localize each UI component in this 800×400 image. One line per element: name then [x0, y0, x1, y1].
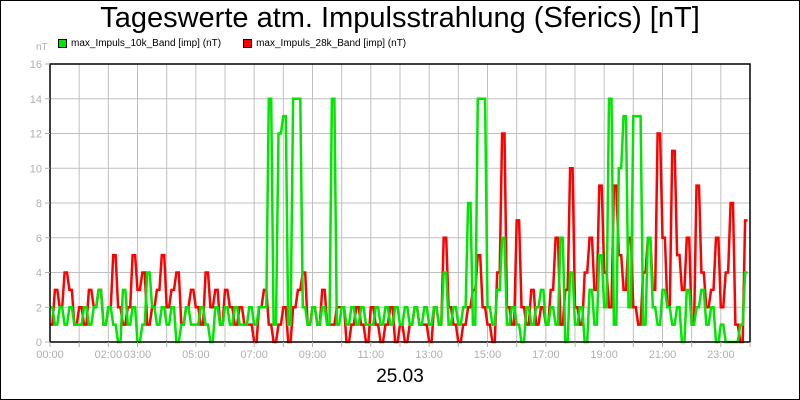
y-tick-label: 2 [36, 302, 42, 314]
y-tick-label: 4 [36, 268, 42, 280]
y-tick-label: 16 [30, 59, 42, 71]
legend-swatch-red [243, 39, 253, 48]
series-line [50, 97, 748, 344]
legend-label-10k: max_Impuls_10k_Band [imp] (nT) [71, 38, 222, 49]
y-tick-label: 0 [36, 337, 42, 349]
x-tick-label: 15:00 [474, 349, 502, 361]
x-tick-label: 23:00 [707, 349, 735, 361]
x-tick-label: 09:00 [299, 349, 327, 361]
legend-swatch-green [58, 39, 67, 48]
legend-item-28k: max_Impuls_28k_Band [imp] (nT) [243, 38, 406, 49]
y-axis-ticks: 0 2 4 6 8 10 12 14 16 [30, 59, 50, 349]
y-tick-label: 8 [36, 198, 42, 210]
y-axis-unit: nT [36, 42, 48, 53]
x-axis-ticks: 00:00 02:00 03:00 05:00 07:00 09:00 11:00 13:00… [36, 342, 751, 361]
x-tick-label: 17:00 [532, 349, 560, 361]
legend-label-28k: max_Impuls_28k_Band [imp] (nT) [256, 38, 407, 49]
x-tick-label: 13:00 [415, 349, 443, 361]
x-tick-label: 11:00 [357, 349, 384, 361]
chart-title: Tageswerte atm. Impulsstrahlung (Sferics… [100, 2, 700, 34]
y-tick-label: 10 [30, 163, 42, 175]
x-tick-label: 02:00 [95, 349, 123, 361]
x-tick-label: 19:00 [590, 349, 618, 361]
y-tick-label: 12 [30, 129, 42, 141]
y-tick-label: 6 [36, 233, 42, 245]
date-label: 25.03 [376, 366, 424, 387]
x-tick-label: 00:00 [36, 349, 64, 361]
y-tick-label: 14 [30, 94, 42, 106]
x-tick-label: 07:00 [240, 349, 268, 361]
legend: max_Impuls_10k_Band [imp] (nT) max_Impul… [58, 38, 406, 49]
x-tick-label: 03:00 [124, 349, 152, 361]
legend-item-10k: max_Impuls_10k_Band [imp] (nT) [58, 38, 221, 49]
x-tick-label: 21:00 [649, 349, 677, 361]
x-tick-label: 05:00 [182, 349, 210, 361]
data-series [50, 97, 748, 344]
